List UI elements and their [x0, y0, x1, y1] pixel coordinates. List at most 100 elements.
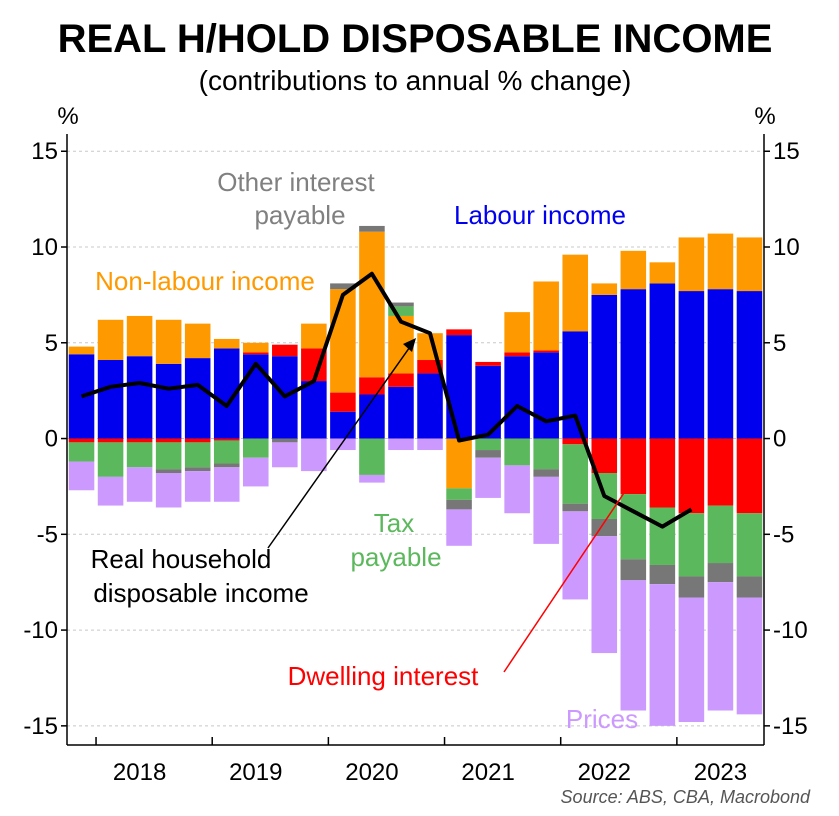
bar-labour-income-19 — [620, 289, 647, 439]
bar-labour-income-11 — [388, 386, 414, 439]
y-tick-label-right-5: -10 — [773, 617, 808, 644]
bar-labour-income-9 — [330, 411, 356, 439]
bar-non-labour-income-2 — [126, 315, 153, 357]
bar-prices-4 — [184, 471, 211, 502]
bar-prices-16 — [533, 476, 559, 544]
bar-prices-14 — [475, 457, 501, 498]
bar-other-interest-payable-17 — [562, 503, 589, 512]
chart-title: REAL H/HOLD DISPOSABLE INCOME — [58, 17, 773, 61]
x-tick-label-1: 2019 — [229, 759, 282, 786]
bar-labour-income-1 — [97, 360, 124, 439]
bars — [68, 225, 763, 726]
bar-prices-13 — [446, 509, 472, 546]
bar-other-interest-payable-10 — [359, 225, 385, 232]
bar-tax-payable-17 — [562, 444, 589, 504]
bar-prices-11 — [388, 438, 414, 451]
bar-dwelling-interest-5 — [213, 438, 240, 441]
bar-dwelling-interest-14 — [475, 361, 501, 366]
bar-dwelling-interest-15 — [504, 352, 530, 357]
annotation-dwelling-interest: Dwelling interest — [288, 661, 480, 691]
bar-dwelling-interest-10 — [359, 377, 385, 395]
annotation-tax-2: payable — [350, 542, 441, 572]
bar-prices-8 — [301, 438, 327, 472]
rhdi-line-layer — [80, 271, 693, 529]
bar-non-labour-income-8 — [301, 323, 327, 349]
bar-tax-payable-20 — [649, 507, 676, 565]
bar-prices-3 — [155, 473, 182, 508]
y-tick-label-left-5: -10 — [23, 617, 58, 644]
bar-other-interest-payable-3 — [155, 469, 182, 474]
bar-non-labour-income-9 — [330, 289, 356, 393]
bar-non-labour-income-19 — [620, 250, 647, 290]
bar-other-interest-payable-5 — [213, 463, 240, 468]
bar-tax-payable-10 — [359, 438, 385, 475]
bar-prices-18 — [591, 536, 618, 654]
bar-tax-payable-6 — [242, 438, 269, 458]
bar-dwelling-interest-2 — [126, 438, 153, 443]
annotation-rhdi-1: Real household — [91, 544, 272, 574]
gridlines — [67, 150, 764, 727]
bar-dwelling-interest-0 — [68, 438, 95, 443]
bar-tax-payable-11 — [388, 306, 414, 316]
bar-non-labour-income-15 — [504, 312, 530, 353]
annotation-other-interest-2: payable — [254, 200, 345, 230]
bar-labour-income-8 — [301, 381, 327, 439]
bar-tax-payable-19 — [620, 494, 647, 560]
y-tick-label-left-6: -15 — [23, 713, 58, 740]
bar-non-labour-income-16 — [533, 281, 559, 351]
bar-labour-income-15 — [504, 356, 530, 439]
bar-non-labour-income-6 — [242, 342, 269, 353]
bar-non-labour-income-21 — [678, 237, 705, 292]
bar-non-labour-income-3 — [155, 319, 182, 364]
y-tick-label-right-3: 0 — [773, 426, 786, 453]
bar-labour-income-18 — [591, 294, 618, 439]
bar-non-labour-income-18 — [591, 283, 618, 295]
bar-labour-income-13 — [446, 335, 472, 439]
bar-other-interest-payable-22 — [707, 563, 734, 583]
bar-labour-income-12 — [417, 373, 443, 439]
bar-tax-payable-16 — [533, 438, 559, 470]
bar-labour-income-3 — [155, 363, 182, 439]
y-tick-label-left-0: 15 — [31, 138, 58, 165]
annotation-other-interest-1: Other interest — [217, 167, 375, 197]
bar-prices-23 — [736, 597, 763, 715]
bar-prices-17 — [562, 511, 589, 600]
dwelling-arrow-head — [625, 472, 638, 486]
bar-prices-6 — [242, 457, 269, 487]
annotation-tax-1: Tax — [374, 508, 414, 538]
tick-labels: 15 15 10 10 5 5 0 0 -5 -5 -10 -10 -15 -15 2018 2019 2020… — [23, 138, 807, 786]
bar-non-labour-income-0 — [68, 346, 95, 355]
bar-dwelling-interest-21 — [678, 438, 705, 514]
bar-labour-income-22 — [707, 289, 734, 439]
x-tick-label-4: 2022 — [578, 759, 631, 786]
x-tick-label-5: 2023 — [694, 759, 747, 786]
bar-dwelling-interest-20 — [649, 438, 676, 508]
bar-non-labour-income-10 — [359, 231, 385, 378]
bar-non-labour-income-13 — [446, 438, 472, 489]
bar-other-interest-payable-14 — [475, 450, 501, 458]
bar-dwelling-interest-7 — [272, 344, 298, 357]
bar-tax-payable-2 — [126, 442, 153, 468]
dwelling-arrow-line — [503, 477, 635, 673]
bar-dwelling-interest-13 — [446, 329, 472, 336]
bar-dwelling-interest-16 — [533, 350, 559, 353]
rhdi-arrow-head — [403, 338, 416, 352]
bar-other-interest-payable-20 — [649, 564, 676, 585]
bar-dwelling-interest-23 — [736, 438, 763, 514]
x-tick-label-3: 2021 — [461, 759, 514, 786]
y-tick-label-right-6: -15 — [773, 713, 808, 740]
bar-other-interest-payable-23 — [736, 576, 763, 598]
bar-non-labour-income-20 — [649, 262, 676, 284]
annotation-labour-income: Labour income — [454, 200, 626, 230]
bar-non-labour-income-1 — [97, 319, 124, 361]
bar-non-labour-income-22 — [707, 233, 734, 290]
bar-prices-19 — [620, 580, 647, 711]
y-tick-label-left-1: 10 — [31, 234, 58, 261]
rhdi-arrow-line — [267, 343, 413, 549]
annotation-non-labour-income: Non-labour income — [95, 266, 315, 296]
axes — [66, 134, 765, 746]
bar-prices-5 — [213, 467, 240, 502]
bar-non-labour-income-5 — [213, 338, 240, 349]
chart-subtitle: (contributions to annual % change) — [199, 65, 632, 96]
